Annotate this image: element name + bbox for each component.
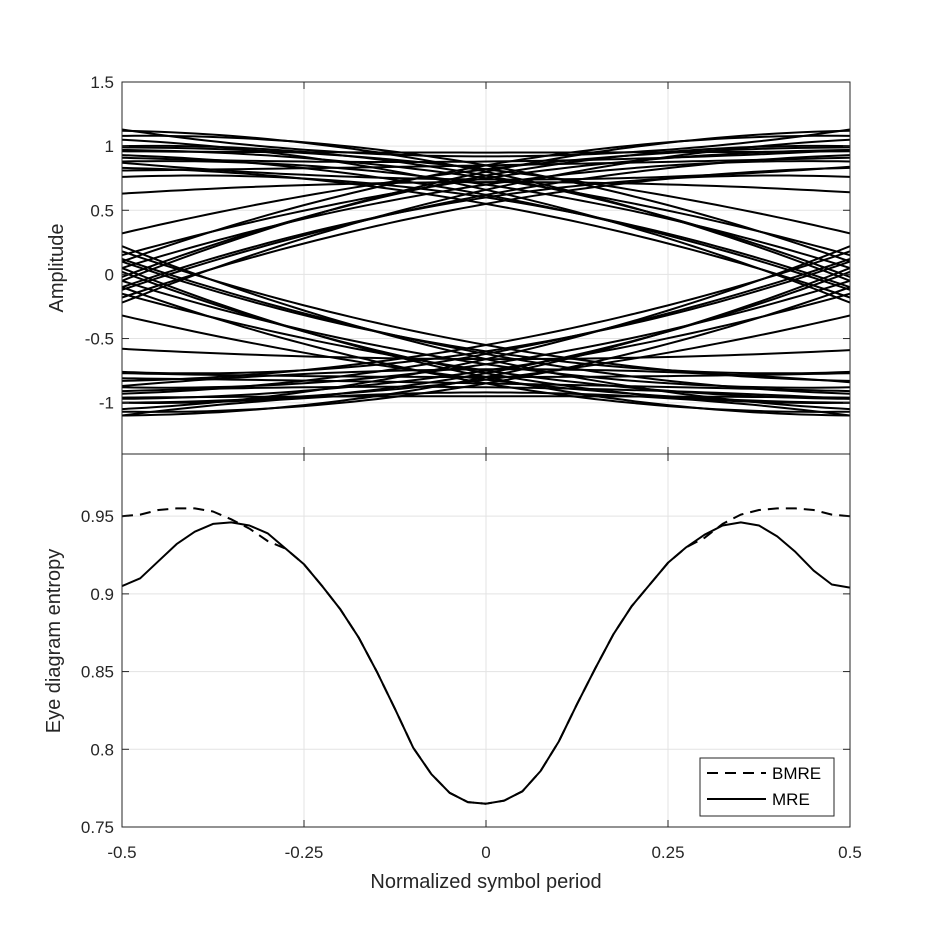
entropy-y-tick-label: 0.8 bbox=[90, 740, 114, 759]
legend: BMRE MRE bbox=[699, 757, 835, 817]
eye-trace bbox=[122, 260, 850, 375]
eye-trace bbox=[122, 156, 850, 172]
eye-trace bbox=[122, 180, 850, 195]
eye-trace bbox=[122, 129, 850, 282]
eye-trace bbox=[122, 391, 850, 417]
eye-y-tick-label: -0.5 bbox=[85, 330, 114, 349]
x-tick-label: 0.5 bbox=[838, 843, 862, 862]
entropy-y-tick-label: 0.95 bbox=[81, 507, 114, 526]
eye-trace bbox=[122, 150, 850, 154]
eye-trace bbox=[122, 146, 850, 235]
eye-trace bbox=[122, 385, 850, 400]
entropy-y-tick-label: 0.9 bbox=[90, 585, 114, 604]
eye-trace bbox=[122, 161, 850, 181]
series-line-mre bbox=[122, 521, 850, 805]
eye-trace bbox=[122, 279, 850, 389]
entropy-y-ticks: 0.75 0.8 0.85 0.9 0.95 bbox=[81, 507, 850, 837]
x-axis-label: Normalized symbol period bbox=[370, 871, 601, 893]
eye-trace bbox=[122, 314, 850, 404]
entropy-axes-box bbox=[121, 453, 851, 828]
eye-y-tick-label: 1 bbox=[105, 137, 114, 156]
eye-trace bbox=[122, 372, 850, 378]
eye-y-axis-label: Amplitude bbox=[46, 224, 68, 313]
eye-diagram-axes: -1 -0.5 0 0.5 1 1.5 Amplitude bbox=[46, 73, 851, 455]
eye-y-tick-label: 0.5 bbox=[90, 201, 114, 220]
eye-trace bbox=[122, 347, 850, 361]
eye-trace bbox=[122, 377, 850, 393]
entropy-y-tick-label: 0.85 bbox=[81, 663, 114, 682]
eye-y-tick-label: -1 bbox=[99, 394, 114, 413]
legend-box bbox=[699, 757, 835, 817]
eye-trace bbox=[122, 270, 850, 404]
eye-trace bbox=[122, 149, 850, 257]
eye-y-ticks: -1 -0.5 0 0.5 1 1.5 bbox=[85, 73, 851, 454]
legend-label-bmre: BMRE bbox=[772, 764, 821, 783]
eye-trace bbox=[122, 144, 850, 278]
eye-trace bbox=[122, 292, 850, 400]
entropy-axes: 0.75 0.8 0.85 0.9 0.95 -0.5 -0.25 0 0.25 0.5 Eye… bbox=[43, 453, 862, 893]
eye-y-tick-label: 1.5 bbox=[90, 73, 114, 92]
eye-traces bbox=[122, 128, 850, 417]
entropy-y-tick-label: 0.75 bbox=[81, 818, 114, 837]
x-tick-label: 0.25 bbox=[651, 843, 684, 862]
eye-trace bbox=[122, 160, 850, 269]
eye-trace bbox=[122, 395, 850, 399]
x-tick-label: 0 bbox=[481, 843, 490, 862]
legend-label-mre: MRE bbox=[772, 790, 810, 809]
entropy-y-axis-label: Eye diagram entropy bbox=[43, 549, 65, 734]
x-tick-label: -0.25 bbox=[285, 843, 324, 862]
eye-trace bbox=[122, 128, 850, 158]
eye-y-tick-label: 0 bbox=[105, 265, 114, 284]
eye-trace bbox=[122, 174, 850, 289]
entropy-lines bbox=[122, 507, 850, 805]
eye-trace bbox=[122, 149, 850, 163]
x-tick-label: -0.5 bbox=[107, 843, 136, 862]
